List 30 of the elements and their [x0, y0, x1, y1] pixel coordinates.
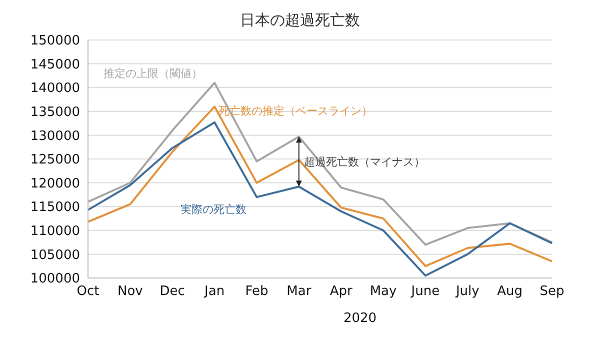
x-tick-label: Sep — [540, 284, 564, 300]
x-tick-label: Apr — [330, 284, 353, 300]
y-tick-label: 145000 — [30, 57, 80, 72]
x-tick-label: Nov — [117, 284, 144, 300]
y-tick-label: 140000 — [30, 81, 80, 96]
x-tick-label: Dec — [160, 284, 185, 300]
x-tick-label: Mar — [286, 284, 312, 300]
y-tick-label: 130000 — [30, 128, 80, 144]
x-tick-label: Oct — [76, 284, 100, 300]
line-series — [87, 82, 553, 246]
annotation: 超過死亡数（マイナス） — [304, 155, 425, 168]
x-tick-label: June — [410, 284, 440, 300]
x-tick-label: Aug — [497, 284, 523, 300]
y-tick-label: 125000 — [30, 152, 80, 168]
series-label: 死亡数の推定（ベースライン） — [218, 104, 373, 118]
x-tick-label: July — [454, 284, 480, 300]
x-tick-label: May — [370, 284, 398, 300]
series-label: 推定の上限（閾値） — [104, 66, 203, 80]
y-tick-label: 120000 — [30, 176, 80, 192]
y-tick-label: 135000 — [30, 105, 80, 120]
y-tick-label: 115000 — [30, 200, 80, 216]
y-tick-label: 110000 — [30, 224, 80, 240]
y-tick-label: 105000 — [30, 248, 80, 263]
series-label: 実際の死亡数 — [180, 203, 247, 216]
chart-title: 日本の超過死亡数 — [239, 10, 361, 31]
y-tick-label: 150000 — [30, 34, 80, 49]
x-tick-label: Feb — [245, 284, 268, 300]
x-axis-title: 2020 — [343, 311, 377, 326]
y-tick-label: 100000 — [30, 272, 80, 287]
x-tick-label: Jan — [204, 284, 225, 300]
